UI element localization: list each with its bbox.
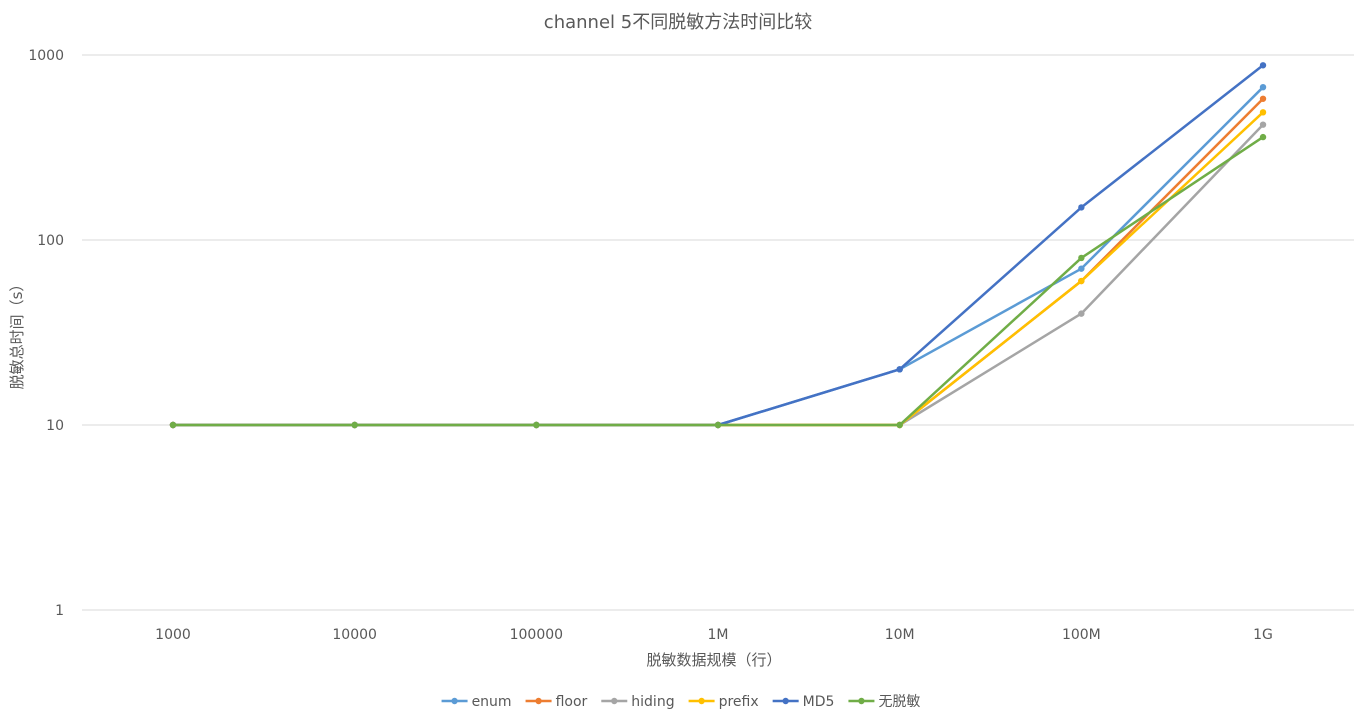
legend-marker-prefix [698, 697, 705, 705]
series-line-prefix [171, 111, 1265, 427]
series-line-enum [171, 85, 1265, 427]
legend-item-无脱敏[interactable]: 无脱敏 [848, 694, 920, 710]
series-hiding [169, 121, 1267, 429]
data-point-hiding-100M [1078, 310, 1085, 317]
legend-marker-MD5 [782, 697, 789, 705]
series-enum [169, 83, 1267, 429]
x-tick-label-10000: 10000 [332, 627, 377, 643]
chart-title: channel 5不同脱敏方法时间比较 [544, 12, 812, 33]
legend-marker-无脱敏 [858, 697, 865, 705]
x-tick-label-1000: 1000 [155, 627, 191, 643]
data-point-MD5-1G [1259, 62, 1267, 69]
data-point-无脱敏-1000 [169, 421, 177, 429]
series-prefix [169, 109, 1267, 429]
data-point-无脱敏-10000 [351, 421, 358, 429]
data-point-无脱敏-1G [1259, 133, 1267, 141]
legend-label-hiding: hiding [631, 694, 674, 710]
data-point-无脱敏-10M [896, 421, 903, 429]
x-tick-label-1M: 1M [708, 627, 729, 643]
data-point-MD5-100M [1078, 204, 1085, 211]
legend-label-MD5: MD5 [803, 694, 835, 710]
gridlines [82, 54, 1354, 611]
x-axis-ticks: 1000 10000 100000 1M 10M 100M 1G [155, 627, 1273, 643]
y-tick-label-100: 100 [37, 233, 64, 249]
legend-label-无脱敏: 无脱敏 [878, 694, 920, 710]
data-point-prefix-100M [1078, 277, 1085, 285]
y-tick-label-10: 10 [46, 418, 64, 434]
y-tick-label-1: 1 [55, 603, 64, 619]
data-point-prefix-1G [1259, 109, 1267, 116]
series-lines [169, 62, 1267, 429]
x-tick-label-1G: 1G [1253, 627, 1273, 643]
legend-label-floor: floor [556, 694, 588, 710]
x-axis-label: 脱敏数据规模（行） [646, 651, 781, 669]
x-tick-label-100000: 100000 [510, 627, 563, 643]
series-line-hiding [171, 123, 1265, 427]
data-point-enum-100M [1078, 265, 1085, 272]
series-line-无脱敏 [171, 135, 1265, 427]
y-tick-label-1000: 1000 [28, 48, 64, 64]
data-point-hiding-1G [1259, 121, 1267, 128]
data-point-enum-1G [1259, 83, 1267, 91]
legend-marker-hiding [611, 697, 618, 705]
legend-item-enum[interactable]: enum [441, 694, 512, 710]
y-axis-label: 脱敏总时间（s） [8, 277, 26, 390]
series-line-floor [171, 97, 1265, 427]
legend-item-floor[interactable]: floor [525, 694, 588, 710]
data-point-无脱敏-100M [1078, 254, 1085, 262]
x-tick-label-100M: 100M [1062, 627, 1101, 643]
data-point-floor-1G [1259, 95, 1267, 102]
legend-marker-floor [535, 697, 542, 705]
x-tick-label-10M: 10M [885, 627, 915, 643]
data-point-MD5-10M [896, 366, 903, 373]
legend-item-prefix[interactable]: prefix [688, 694, 759, 710]
legend-item-hiding[interactable]: hiding [601, 694, 675, 710]
data-point-无脱敏-100000 [533, 421, 540, 429]
legend-label-enum: enum [472, 694, 512, 710]
data-point-无脱敏-1M [714, 421, 722, 429]
legend-label-prefix: prefix [719, 694, 759, 710]
legend[interactable]: enum floor hiding prefix MD5 无脱敏 [441, 694, 921, 710]
legend-marker-enum [451, 697, 458, 705]
y-axis-ticks: 1 10 100 1000 [28, 48, 64, 619]
legend-item-MD5[interactable]: MD5 [772, 694, 835, 710]
series-无脱敏 [169, 133, 1267, 429]
